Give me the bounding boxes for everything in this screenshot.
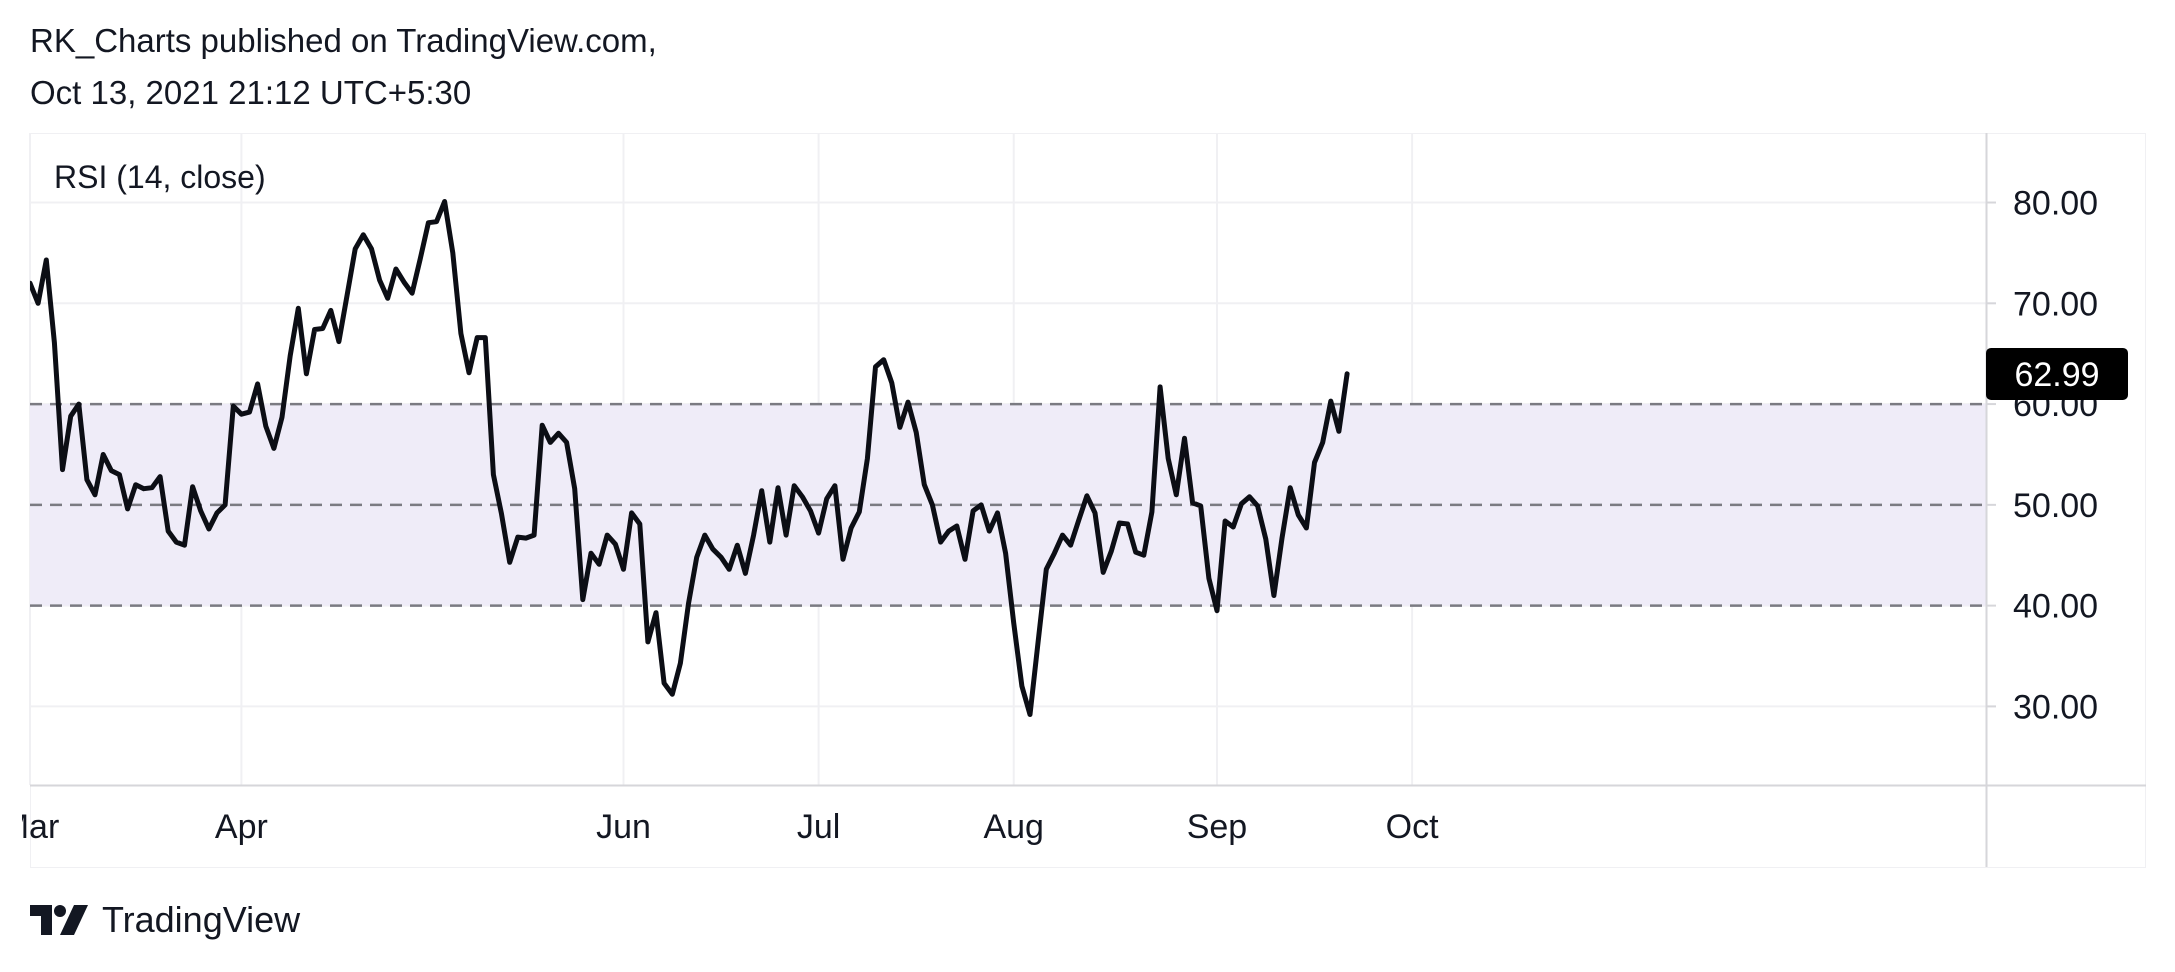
x-tick-label: Oct <box>1386 808 1439 846</box>
y-tick-label: 80.00 <box>2013 185 2098 223</box>
x-tick-label: Sep <box>1187 808 1248 846</box>
publisher-line: RK_Charts published on TradingView.com, <box>30 22 657 59</box>
x-tick-label: Apr <box>215 808 268 846</box>
last-value-badge-bg <box>1986 347 2128 400</box>
tradingview-logo-icon <box>30 905 88 935</box>
last-value-badge: 62.99 <box>1986 347 2128 400</box>
x-tick-label: Aug <box>983 808 1044 846</box>
publish-timestamp: Oct 13, 2021 21:12 UTC+5:30 <box>30 74 472 111</box>
last-value-label: 62.99 <box>2014 356 2099 394</box>
y-tick-label: 70.00 <box>2013 285 2098 323</box>
indicator-legend[interactable]: RSI (14, close) <box>54 159 266 195</box>
tradingview-logo[interactable]: TradingView <box>30 899 301 940</box>
y-tick-label: 50.00 <box>2013 487 2098 525</box>
x-tick-label: Jul <box>797 808 840 846</box>
y-tick-label: 30.00 <box>2013 688 2098 726</box>
tradingview-logo-text: TradingView <box>102 899 301 940</box>
time-axis: Mar Apr Jun Jul Aug Sep Oct <box>1 808 1439 846</box>
x-tick-label: Mar <box>1 808 60 846</box>
x-tick-label: Jun <box>596 808 651 846</box>
rsi-series-line[interactable] <box>30 199 1350 717</box>
y-tick-label: 40.00 <box>2013 588 2098 626</box>
